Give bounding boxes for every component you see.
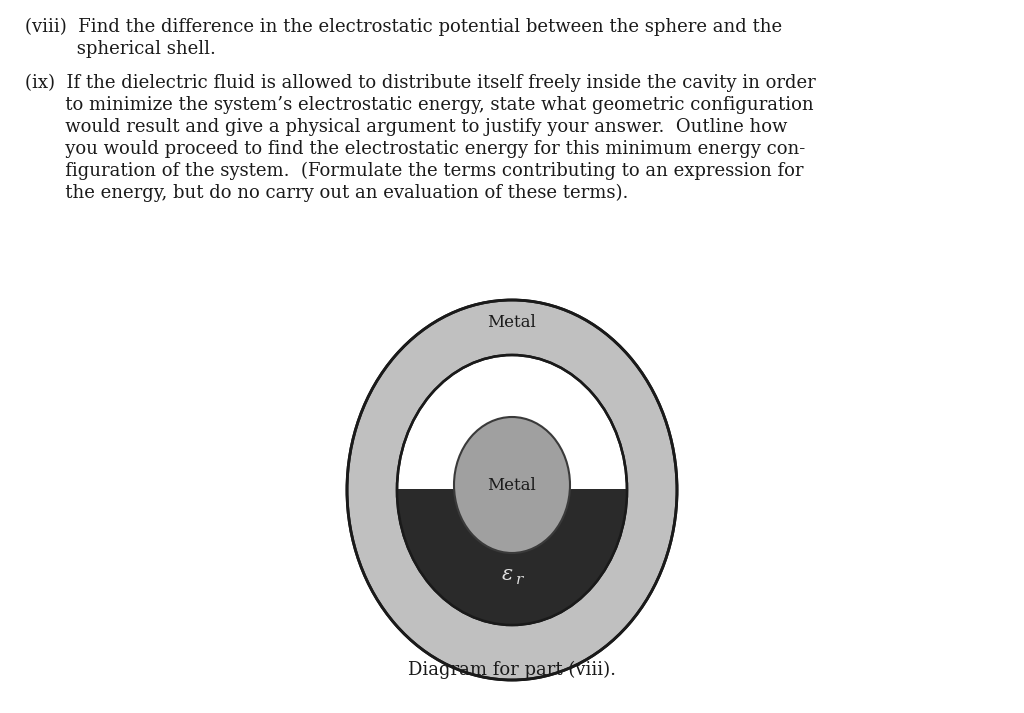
- Text: Metal: Metal: [487, 476, 537, 493]
- Text: spherical shell.: spherical shell.: [25, 40, 216, 58]
- Text: Metal: Metal: [487, 314, 537, 331]
- Polygon shape: [397, 490, 627, 625]
- Text: Diagram for part (viii).: Diagram for part (viii).: [408, 661, 616, 679]
- Text: (viii)  Find the difference in the electrostatic potential between the sphere an: (viii) Find the difference in the electr…: [25, 18, 782, 36]
- Text: you would proceed to find the electrostatic energy for this minimum energy con-: you would proceed to find the electrosta…: [25, 140, 805, 158]
- Text: (ix)  If the dielectric fluid is allowed to distribute itself freely inside the : (ix) If the dielectric fluid is allowed …: [25, 74, 816, 93]
- Text: the energy, but do no carry out an evaluation of these terms).: the energy, but do no carry out an evalu…: [25, 184, 629, 202]
- Text: figuration of the system.  (Formulate the terms contributing to an expression fo: figuration of the system. (Formulate the…: [25, 162, 804, 180]
- Ellipse shape: [397, 355, 627, 625]
- Text: r: r: [516, 573, 523, 587]
- Text: would result and give a physical argument to justify your answer.  Outline how: would result and give a physical argumen…: [25, 118, 787, 136]
- Ellipse shape: [454, 417, 570, 553]
- Ellipse shape: [347, 300, 677, 680]
- Text: ε: ε: [502, 565, 513, 585]
- Text: to minimize the system’s electrostatic energy, state what geometric configuratio: to minimize the system’s electrostatic e…: [25, 96, 814, 114]
